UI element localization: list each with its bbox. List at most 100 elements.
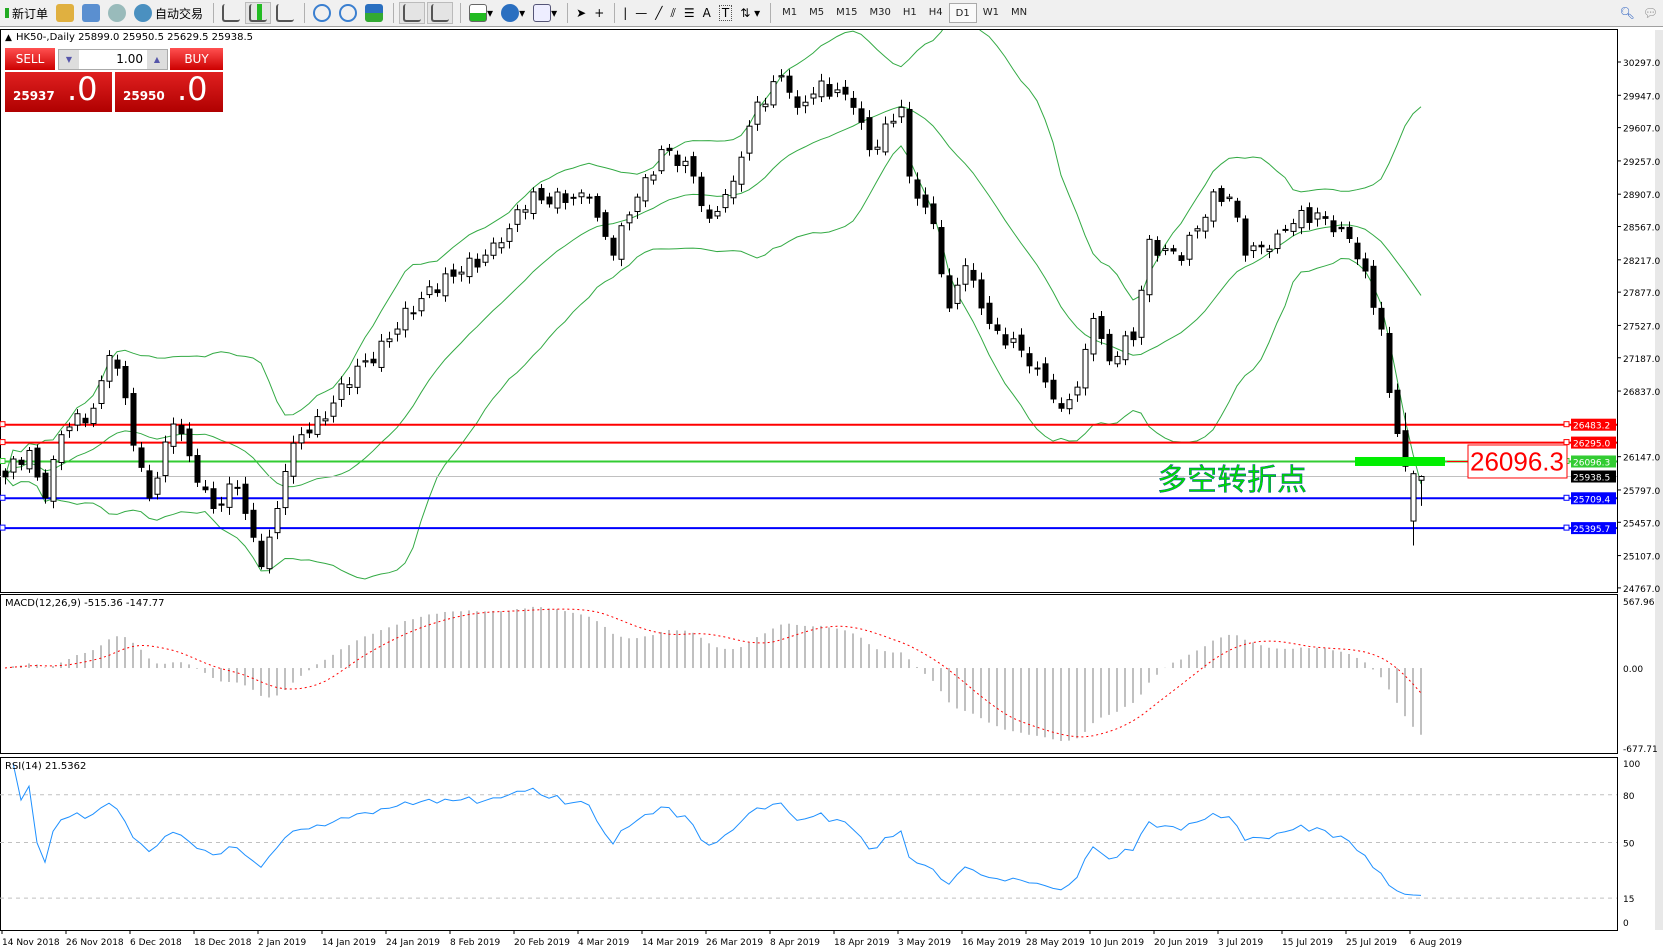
candle <box>738 151 745 192</box>
line-anchor-handle <box>1563 439 1570 446</box>
candle-body-bear <box>610 237 617 256</box>
candle-body-bull <box>1274 233 1281 250</box>
text-label-button[interactable]: T <box>716 2 735 24</box>
channel-button[interactable]: ⫽ <box>668 2 679 24</box>
candlestick-button[interactable] <box>245 2 272 24</box>
candle-body-bear <box>602 212 609 237</box>
new-order-button[interactable]: 新订单 <box>2 2 51 24</box>
candle <box>258 533 265 570</box>
horizontal-lines <box>0 421 1617 531</box>
candle-body-bull <box>1074 386 1081 396</box>
turning-point-marker[interactable] <box>1355 456 1445 466</box>
candle-body-bear <box>1018 334 1025 351</box>
candle <box>314 408 321 438</box>
candle <box>330 395 337 423</box>
candle <box>90 403 97 428</box>
candle-body-bear <box>218 503 225 506</box>
candle <box>1266 244 1273 259</box>
zoom-in-button[interactable] <box>310 2 334 24</box>
timeframe-m15[interactable]: M15 <box>836 7 858 18</box>
candle-body-bull <box>90 407 97 425</box>
buy-price-button[interactable]: 25950 .0 <box>115 70 223 112</box>
vertical-line-button[interactable]: | <box>620 2 630 24</box>
lot-increase-button[interactable]: ▲ <box>147 50 167 69</box>
crosshair-icon: + <box>594 6 605 20</box>
collapse-arrow-icon[interactable]: ▲ <box>5 33 12 43</box>
candle <box>1410 470 1417 546</box>
candle-body-bull <box>1090 317 1097 355</box>
fibonacci-button[interactable]: ☰ <box>681 2 698 24</box>
candle-body-bear <box>826 84 833 97</box>
navigator-icon <box>82 4 101 22</box>
candle-body-bear <box>546 196 553 205</box>
chat-button[interactable]: 💬︎ <box>1640 2 1661 24</box>
candle-body-bull <box>954 284 961 304</box>
sell-button[interactable]: SELL <box>5 48 55 70</box>
lot-size-input[interactable]: 1.00 <box>79 50 147 69</box>
candle <box>1002 327 1009 349</box>
candle-body-bull <box>818 80 825 98</box>
zoom-out-button[interactable] <box>336 2 360 24</box>
lot-decrease-button[interactable]: ▼ <box>59 50 79 69</box>
price-axis-label: 29257.0 <box>1623 158 1660 168</box>
chart-shift-button[interactable] <box>399 2 426 24</box>
cursor-button[interactable]: ➤ <box>573 2 589 24</box>
candle-body-bull <box>626 214 633 224</box>
candle-body-bull <box>74 413 81 426</box>
price-axis-label: 28567.0 <box>1623 224 1660 234</box>
rsi-axis-label: 80 <box>1623 792 1635 802</box>
candle-body-bear <box>186 428 193 457</box>
candle <box>970 263 977 288</box>
templates-button[interactable]: ▾ <box>530 2 560 24</box>
horizontal-line-button[interactable]: — <box>632 2 650 24</box>
lot-size-stepper[interactable]: ▼ 1.00 ▲ <box>58 49 168 70</box>
add-indicator-button[interactable]: ▾ <box>466 2 496 24</box>
tile-windows-button[interactable] <box>362 2 386 24</box>
candle <box>1010 331 1017 349</box>
timeframe-d1[interactable]: D1 <box>948 3 977 23</box>
candle-body-bear <box>434 289 441 294</box>
candle <box>546 192 553 208</box>
crosshair-button[interactable]: + <box>591 2 607 24</box>
signals-button[interactable] <box>105 2 129 24</box>
candlestick-icon <box>249 4 268 22</box>
navigator-button[interactable] <box>79 2 103 24</box>
autoscroll-button[interactable] <box>427 2 454 24</box>
turning-point-text[interactable]: 多空转折点 <box>1157 463 1307 498</box>
candle-body-bull <box>1162 248 1169 252</box>
timeframe-m30[interactable]: M30 <box>869 7 891 18</box>
candle <box>914 172 921 206</box>
timeframe-mn[interactable]: MN <box>1010 7 1028 18</box>
candle <box>1234 197 1241 223</box>
market-watch-button[interactable] <box>53 2 77 24</box>
periods-button[interactable]: ▾ <box>498 2 528 24</box>
timeframe-m1[interactable]: M1 <box>782 7 798 18</box>
candle-body-bear <box>1042 363 1049 383</box>
price-axis-label: 26837.0 <box>1623 388 1660 398</box>
auto-trading-button[interactable]: 自动交易 <box>131 2 206 24</box>
candle-body-bull <box>714 210 721 217</box>
date-axis-label: 10 Jun 2019 <box>1090 938 1144 948</box>
timeframe-m5[interactable]: M5 <box>809 7 825 18</box>
line-anchor-handle <box>0 439 6 446</box>
autoscroll-icon <box>431 4 450 22</box>
line-chart-button[interactable] <box>273 2 297 24</box>
text-button[interactable]: A <box>700 2 714 24</box>
candle-body-bull <box>802 101 809 107</box>
trendline-button[interactable]: ╱ <box>652 2 665 24</box>
search-button[interactable]: 🔍︎ <box>1617 2 1638 24</box>
new-order-icon <box>5 8 9 18</box>
price-label-box[interactable] <box>1467 444 1568 479</box>
sell-price-button[interactable]: 25937 .0 <box>5 70 112 112</box>
candle-body-bear <box>1242 218 1249 256</box>
bar-chart-button[interactable] <box>219 2 243 24</box>
candle-body-bear <box>1394 389 1401 434</box>
date-axis-label: 8 Apr 2019 <box>770 938 820 948</box>
buy-button[interactable]: BUY <box>170 48 223 70</box>
candle <box>1282 224 1289 233</box>
arrows-button[interactable]: ⇅ ▾ <box>737 2 763 24</box>
timeframe-h1[interactable]: H1 <box>902 7 917 18</box>
timeframe-w1[interactable]: W1 <box>982 7 999 18</box>
timeframe-h4[interactable]: H4 <box>928 7 943 18</box>
